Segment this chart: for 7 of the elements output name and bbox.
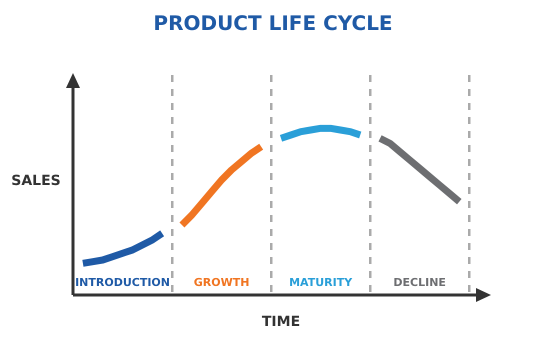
chart-title: PRODUCT LIFE CYCLE [153, 11, 393, 35]
y-axis-title: SALES [11, 173, 61, 189]
text: DECLINE [393, 276, 446, 289]
x-axis-title: TIME [262, 314, 300, 330]
series-label: INTRODUCTION [75, 276, 170, 289]
text: GROWTH [194, 276, 250, 289]
text: MATURITY [289, 276, 354, 289]
